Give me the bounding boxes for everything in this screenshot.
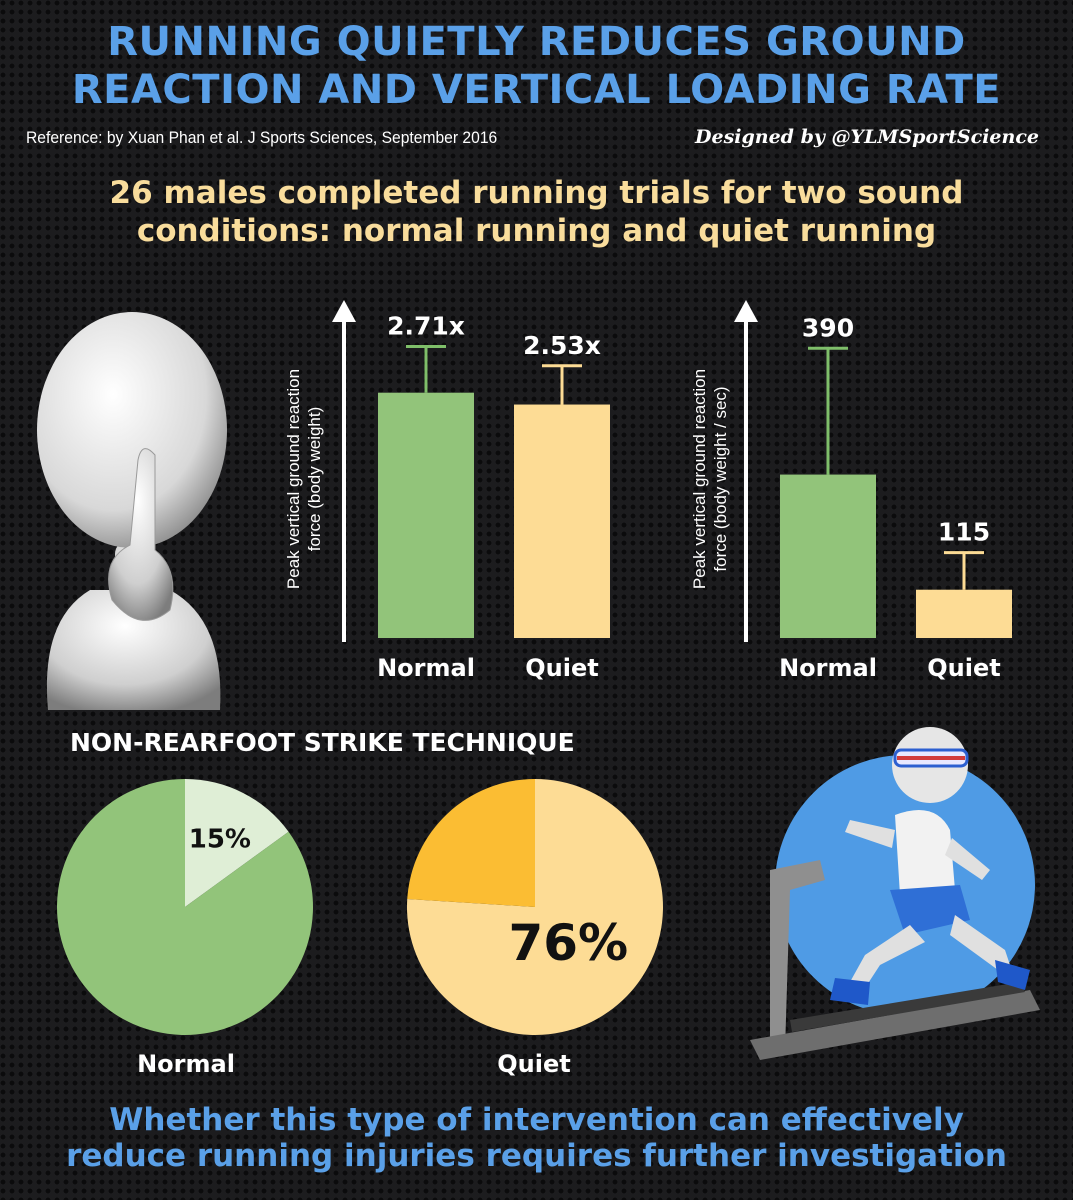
designer-credit: Designed by @YLMSportScience bbox=[695, 126, 1039, 148]
shush-figure-icon bbox=[37, 312, 227, 710]
bar-chart-1: 2.71x Normal 2.53x Quiet bbox=[332, 300, 610, 682]
title-line-1: RUNNING QUIETLY REDUCES GROUND bbox=[107, 19, 966, 65]
category-label-normal: Normal bbox=[779, 654, 877, 682]
bar-chart-2-ylabel-line-1: Peak vertical ground reaction bbox=[690, 368, 709, 590]
reference-text: Reference: by Xuan Phan et al. J Sports … bbox=[26, 128, 498, 147]
data-label-normal: 2.71x bbox=[387, 311, 465, 340]
pie-section-title: NON-REARFOOT STRIKE TECHNIQUE bbox=[70, 728, 575, 757]
title-line-2: REACTION AND VERTICAL LOADING RATE bbox=[71, 67, 1002, 113]
bar-normal bbox=[780, 474, 876, 638]
category-label-quiet: Quiet bbox=[927, 654, 1000, 682]
pie-normal-label: Normal bbox=[137, 1050, 235, 1078]
bar-chart-1-ylabel-line-1: Peak vertical ground reaction bbox=[284, 368, 303, 590]
subtitle-line-1: 26 males completed running trials for tw… bbox=[109, 175, 964, 211]
data-label-normal: 390 bbox=[802, 313, 854, 342]
pie-slice-label-0: 15% bbox=[189, 825, 251, 855]
y-axis-arrow-icon-1 bbox=[332, 300, 356, 322]
data-label-quiet: 115 bbox=[938, 518, 990, 547]
infographic-title: RUNNING QUIETLY REDUCES GROUND REACTION … bbox=[0, 18, 1073, 114]
study-summary: 26 males completed running trials for tw… bbox=[0, 174, 1073, 250]
bar-quiet bbox=[514, 404, 610, 638]
pie-slice-label-0: 76% bbox=[508, 914, 628, 972]
pie-quiet-label: Quiet bbox=[497, 1050, 571, 1078]
bar-chart-2: 390 Normal 115 Quiet bbox=[734, 300, 1012, 682]
category-label-quiet: Quiet bbox=[525, 654, 598, 682]
pie-chart-quiet: 76% bbox=[407, 779, 663, 1035]
bar-normal bbox=[378, 392, 474, 638]
data-label-quiet: 2.53x bbox=[523, 331, 601, 360]
bar-quiet bbox=[916, 589, 1012, 638]
treadmill-runner-icon bbox=[750, 727, 1040, 1060]
y-axis-arrow-icon-2 bbox=[734, 300, 758, 322]
category-label-normal: Normal bbox=[377, 654, 475, 682]
pie-slice-1 bbox=[56, 779, 313, 1035]
pie-chart-normal: 15% bbox=[56, 779, 313, 1035]
conclusion-text: Whether this type of intervention can ef… bbox=[0, 1102, 1073, 1174]
pie-slice-0 bbox=[185, 779, 289, 907]
conclusion-line-2: reduce running injuries requires further… bbox=[66, 1138, 1007, 1174]
pie-slice-1 bbox=[407, 779, 535, 907]
subtitle-line-2: conditions: normal running and quiet run… bbox=[136, 213, 937, 249]
conclusion-line-1: Whether this type of intervention can ef… bbox=[109, 1102, 964, 1138]
